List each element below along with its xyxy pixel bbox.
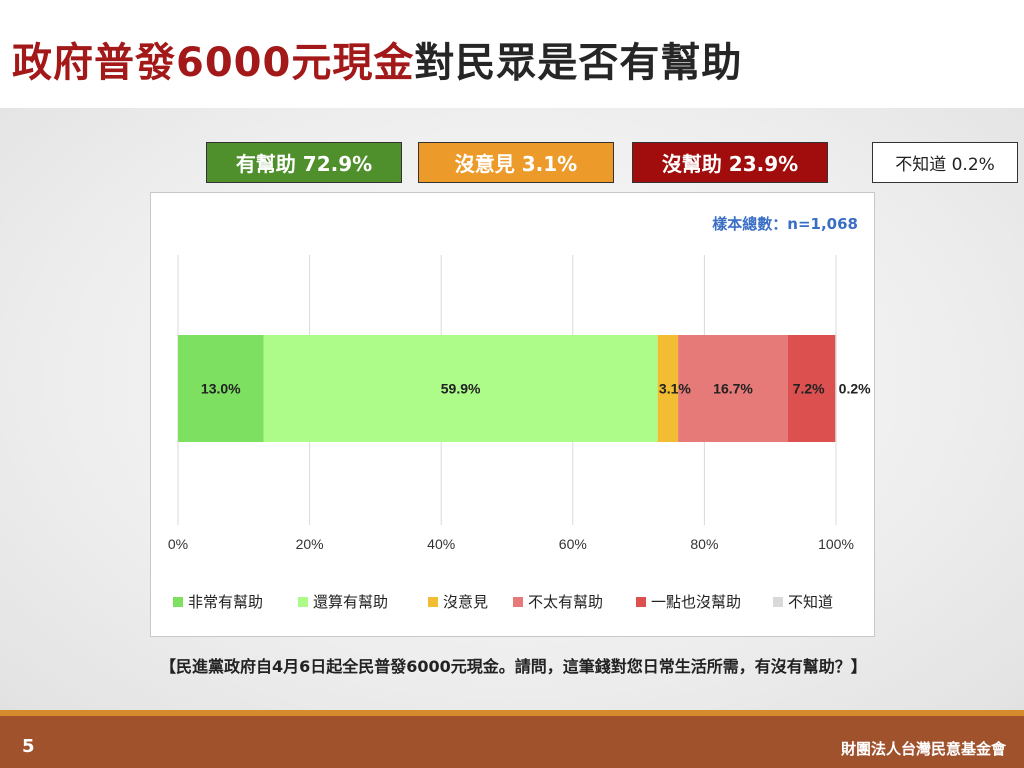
data-label: 13.0%: [201, 381, 241, 397]
page-title-rest: 對民眾是否有幫助: [414, 40, 743, 86]
data-label: 59.9%: [441, 381, 481, 397]
bar-segment: [178, 335, 264, 442]
legend-label: 還算有幫助: [313, 593, 388, 611]
bar-segment: [787, 335, 836, 442]
footer-bar: 5 財團法人台灣民意基金會: [0, 710, 1024, 768]
bar-segment: [657, 335, 679, 442]
summary-no-opinion-badge: 沒意見 3.1%: [418, 142, 614, 183]
data-label: 16.7%: [713, 381, 753, 397]
sample-size-label: 樣本總數：n=1,068: [712, 215, 858, 233]
stacked-bar-chart: 0% 20% 40% 60% 80% 100% 13.0% 59.9% 3.1% 16.7% 7.2…: [168, 255, 871, 611]
summary-helpful-badge: 有幫助 72.9%: [206, 142, 402, 183]
chart-panel: 樣本總數：n=1,068 0% 20% 40% 60% 80% 100% 13.0% 59.9…: [150, 192, 875, 637]
data-label: 0.2%: [839, 381, 871, 397]
legend-label: 不太有幫助: [528, 593, 603, 611]
bar-segment: [678, 335, 788, 442]
legend-swatch: [513, 597, 523, 607]
legend-label: 非常有幫助: [188, 593, 263, 611]
x-tick-label: 0%: [168, 536, 188, 552]
legend-label: 沒意見: [443, 593, 488, 611]
data-label: 3.1%: [659, 381, 691, 397]
legend-swatch: [428, 597, 438, 607]
legend-swatch: [636, 597, 646, 607]
x-tick-label: 60%: [559, 536, 587, 552]
bar-segment: [263, 335, 658, 442]
summary-dont-know-badge: 不知道 0.2%: [872, 142, 1018, 183]
page-title: 政府普發6000元現金對民眾是否有幫助: [12, 30, 742, 88]
legend-swatch: [173, 597, 183, 607]
data-label: 7.2%: [793, 381, 825, 397]
legend-swatch: [773, 597, 783, 607]
legend-label: 一點也沒幫助: [651, 593, 741, 611]
page-number: 5: [22, 736, 35, 757]
x-tick-label: 80%: [690, 536, 718, 552]
legend-label: 不知道: [788, 593, 833, 611]
legend-swatch: [298, 597, 308, 607]
title-area: 政府普發6000元現金對民眾是否有幫助: [0, 0, 1024, 108]
survey-question: 【民進黨政府自4月6日起全民普發6000元現金。請問，這筆錢對您日常生活所需，有…: [160, 657, 867, 676]
x-tick-label: 20%: [296, 536, 324, 552]
organization-name: 財團法人台灣民意基金會: [840, 740, 1006, 758]
summary-not-helpful-badge: 沒幫助 23.9%: [632, 142, 828, 183]
bar-segment: [835, 335, 837, 442]
x-tick-label: 40%: [427, 536, 455, 552]
x-tick-label: 100%: [818, 536, 854, 552]
page-title-highlight: 政府普發6000元現金: [12, 40, 415, 86]
